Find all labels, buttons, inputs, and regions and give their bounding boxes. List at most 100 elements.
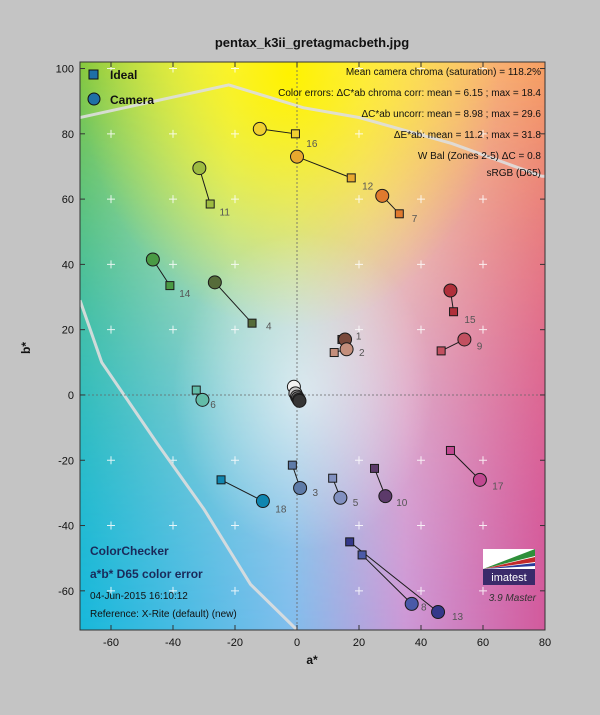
x-tick-label: -40: [165, 637, 181, 649]
grid-mark: [231, 195, 239, 204]
grid-mark: [355, 521, 363, 530]
imatest-logo: imatest: [483, 549, 535, 585]
camera-markers: [145, 121, 487, 620]
x-tick-label: -20: [227, 637, 243, 649]
patch-label-13: 13: [452, 612, 464, 623]
info-block: ColorChecker a*b* D65 color error 04-Jun…: [90, 544, 237, 620]
ideal-marker-9: [436, 346, 446, 356]
patch-label-7: 7: [412, 214, 418, 225]
patch-label-5: 5: [353, 498, 359, 509]
grid-mark: [355, 129, 363, 138]
grid-mark: [479, 129, 487, 138]
grid-mark: [107, 195, 115, 204]
ideal-marker-15: [449, 307, 459, 317]
grid-mark: [355, 260, 363, 269]
y-tick-label: -60: [58, 586, 74, 598]
info-name: ColorChecker: [90, 544, 169, 558]
patch-label-14: 14: [179, 289, 191, 300]
grid-mark: [417, 586, 425, 595]
grid-mark: [169, 521, 177, 530]
patch-label-4: 4: [266, 322, 272, 333]
camera-marker-16: [252, 121, 267, 136]
patch-label-11: 11: [220, 207, 231, 218]
stat-uncorr: ΔC*ab uncorr: mean = 8.98 ; max = 29.6: [361, 109, 541, 120]
patch-label-18: 18: [275, 504, 287, 515]
grid-mark: [417, 195, 425, 204]
grid-mark: [417, 260, 425, 269]
grid-mark: [169, 325, 177, 334]
ideal-marker-6: [191, 385, 201, 395]
stat-colorspace: sRGB (D65): [487, 168, 541, 179]
ticks: -60 -40 -20 0 20 40 60 80 -60 -40 -20 0 20 40 60 80 100: [56, 62, 551, 649]
plot-frame: [79, 61, 546, 631]
logo-text: imatest: [491, 572, 526, 584]
y-tick-label: -40: [58, 521, 74, 533]
y-axis-label: b*: [19, 342, 33, 354]
gamut-upper-line: [80, 83, 545, 178]
ideal-marker-8: [357, 550, 367, 560]
grid-mark: [479, 260, 487, 269]
grid-mark: [107, 129, 115, 138]
ideal-marker-5: [328, 473, 338, 483]
camera-marker-18: [255, 494, 270, 509]
ideal-marker-4: [247, 318, 257, 328]
y-tick-label: 40: [62, 259, 74, 271]
y-tick-label: 20: [62, 325, 74, 337]
grid-mark: [231, 456, 239, 465]
camera-marker-14: [145, 252, 160, 267]
grid-mark: [417, 456, 425, 465]
grid-mark: [231, 129, 239, 138]
grid-mark: [107, 260, 115, 269]
grid-mark: [355, 456, 363, 465]
camera-marker-6: [195, 392, 210, 407]
patch-label-10: 10: [396, 498, 408, 509]
ideal-marker-7: [394, 209, 404, 219]
patch-label-1: 1: [356, 331, 362, 342]
y-tick-label: 80: [62, 129, 74, 141]
ideal-marker-16: [290, 129, 300, 139]
plot-background: [80, 62, 545, 630]
x-tick-label: 40: [415, 637, 427, 649]
legend-camera-swatch: [87, 92, 101, 106]
grid-mark: [107, 586, 115, 595]
x-tick-label: 80: [539, 637, 551, 649]
ideal-marker-10: [370, 463, 379, 473]
camera-marker-2: [339, 342, 354, 357]
stat-chroma-corr: Color errors: ΔC*ab chroma corr: mean = …: [278, 88, 541, 99]
grid-mark: [231, 586, 239, 595]
ideal-marker-17: [445, 445, 455, 455]
x-tick-label: 60: [477, 637, 489, 649]
stat-chroma: Mean camera chroma (saturation) = 118.2%: [346, 67, 541, 78]
ideal-marker-3: [287, 460, 297, 470]
logo-version: 3.9 Master: [489, 593, 537, 604]
grid-mark: [479, 456, 487, 465]
grid-mark: [231, 521, 239, 530]
grid-mark: [479, 195, 487, 204]
legend-camera-label: Camera: [110, 93, 154, 107]
grid-mark: [107, 456, 115, 465]
grid-mark: [355, 195, 363, 204]
camera-marker-8: [404, 596, 419, 611]
patch-label-2: 2: [359, 348, 365, 359]
x-tick-label: 20: [353, 637, 365, 649]
grid-mark: [169, 586, 177, 595]
grid-mark: [479, 325, 487, 334]
grid-mark: [479, 521, 487, 530]
y-tick-label: 0: [68, 390, 74, 402]
camera-marker-7: [375, 188, 390, 203]
camera-marker-17: [472, 472, 487, 487]
ideal-marker-13: [345, 537, 355, 547]
patch-label-15: 15: [464, 315, 476, 326]
grid-mark: [417, 325, 425, 334]
grid-mark: [355, 325, 363, 334]
legend: Ideal Camera: [87, 68, 154, 107]
legend-ideal-swatch: [88, 69, 99, 80]
stats-block: Mean camera chroma (saturation) = 118.2%…: [278, 67, 541, 179]
info-reference: Reference: X-Rite (default) (new): [90, 609, 237, 620]
camera-marker-9: [457, 332, 472, 347]
error-line-8: [361, 554, 413, 605]
ideal-marker-18: [216, 475, 226, 485]
ideal-marker-12: [346, 173, 356, 183]
y-tick-label: 60: [62, 194, 74, 206]
